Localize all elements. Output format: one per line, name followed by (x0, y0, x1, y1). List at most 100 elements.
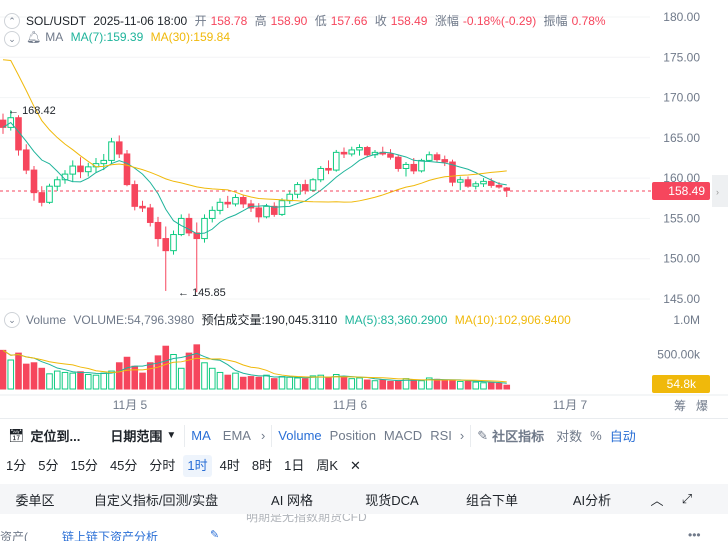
interval-8h[interactable]: 8时 (251, 457, 273, 473)
candle-body (294, 184, 301, 195)
volume-bar (239, 376, 247, 390)
community-indicator-button[interactable]: 社区指标 (492, 429, 545, 444)
candle-body (53, 179, 61, 187)
candle-body (100, 159, 108, 165)
bell-icon: 🔔︎ (26, 30, 42, 44)
candle-body (30, 169, 38, 194)
volume-bar (84, 374, 92, 390)
candle-body (309, 179, 317, 191)
tab-spot-dca[interactable]: 现货DCA (365, 492, 419, 508)
volume-bar (162, 345, 170, 390)
collapse-icon[interactable]: ⌄ (4, 31, 20, 47)
expand-icon[interactable]: ⤢ (681, 491, 693, 506)
indicator-macd[interactable]: MACD (383, 428, 423, 443)
interval-4h[interactable]: 4时 (219, 457, 240, 473)
volume-bar (263, 374, 270, 390)
volume-bar (325, 377, 332, 390)
tab-ai-analysis[interactable]: AI分析 (572, 492, 612, 508)
volume-bar (216, 371, 224, 390)
volume-bar (154, 355, 162, 390)
volume-bar (108, 370, 115, 390)
kline-chart[interactable]: 180.00 175.00 170.00 165.00 160.00 155.00 150.… (0, 0, 728, 418)
candle-body (503, 187, 511, 191)
volume-bar (53, 370, 61, 390)
faded-ticker-text: 明期是无指数期货CFD (246, 514, 367, 524)
date-label: 11月 6 (333, 398, 368, 412)
interval-1d[interactable]: 1日 (284, 457, 305, 473)
indicator-ma[interactable]: MA (191, 428, 211, 443)
volume-bar (77, 371, 84, 390)
chevron-right-icon[interactable]: › (260, 428, 266, 443)
volume-bar (255, 376, 263, 390)
volume-bar (185, 352, 193, 390)
percent-scale-button[interactable]: % (590, 428, 602, 443)
volume-bar (480, 382, 487, 390)
volume-header: Volume VOLUME:54,796.3980 预估成交量:190,045.… (26, 313, 571, 327)
auto-scale-button[interactable]: 自动 (609, 429, 636, 444)
close-icon[interactable]: ✕ (350, 457, 361, 473)
chevron-up-icon[interactable]: ︿ (650, 492, 664, 508)
indicator-volume[interactable]: Volume (278, 428, 322, 443)
tab-custom-indicators[interactable]: 自定义指标/回测/实盘 (93, 492, 219, 508)
interval-15m[interactable]: 15分 (70, 457, 98, 473)
interval-1m[interactable]: 1分 (6, 457, 27, 473)
candle-body (410, 163, 418, 172)
chip-distribution-button[interactable]: 筹 (674, 399, 686, 413)
candle-body (418, 159, 425, 172)
candle-body (464, 179, 472, 187)
interval-1h[interactable]: 1时 (183, 454, 212, 477)
collapse-icon[interactable]: ⌃ (4, 13, 20, 29)
candle-body (340, 151, 348, 155)
volume-bar (139, 372, 146, 390)
volume-bar (193, 344, 201, 390)
interval-45m[interactable]: 45分 (109, 457, 138, 473)
high-marker: ← 168.42 (8, 105, 56, 117)
current-volume-text: 54.8k (667, 377, 697, 391)
tab-ai-grid[interactable]: AI 网格 (271, 492, 313, 508)
current-price-text: 158.49 (668, 184, 705, 198)
volume-bar (348, 378, 356, 390)
volume-bar (425, 377, 433, 390)
edit-icon: ✎ (477, 427, 489, 443)
volume-bar (286, 376, 294, 390)
candle-body (487, 180, 495, 186)
date-range-button[interactable]: 日期范围 ▼ (110, 429, 177, 444)
volume-bar (410, 379, 418, 390)
locate-button[interactable]: 📅︎ 定位到... (8, 427, 81, 445)
volume-bar (487, 382, 495, 390)
volume-bar (146, 362, 154, 390)
tab-orders[interactable]: 委单区 (15, 492, 55, 508)
volume-bar (309, 375, 317, 390)
volume-bar (495, 382, 503, 390)
candle-body (170, 234, 177, 252)
candle-body (154, 221, 162, 240)
interval-1w[interactable]: 周K (316, 457, 339, 473)
collapse-icon[interactable]: ⌄ (4, 312, 20, 328)
candle-body (449, 161, 456, 183)
chevron-right-icon[interactable]: › (459, 428, 465, 443)
asset-analysis-link[interactable]: 链上链下资产分析 (62, 530, 159, 541)
volume-bars (0, 344, 511, 390)
tab-combo-order[interactable]: 组合下单 (465, 492, 518, 508)
interval-timeshare[interactable]: 分时 (149, 457, 176, 473)
volume-bar (7, 359, 15, 390)
candle-body (46, 185, 53, 203)
candle-body (201, 217, 208, 240)
candle-body (394, 156, 402, 169)
volume-bar (294, 377, 301, 390)
volume-bar (100, 372, 108, 390)
candle-body (69, 165, 77, 175)
log-scale-button[interactable]: 对数 (556, 429, 583, 444)
indicator-ema[interactable]: EMA (222, 428, 251, 443)
volume-bar (208, 367, 216, 390)
indicator-rsi[interactable]: RSI (430, 428, 452, 443)
current-volume-tag (652, 375, 710, 393)
price-tick-label: 170.00 (663, 91, 700, 105)
svg-text:← 145.85: ← 145.85 (178, 287, 226, 299)
interval-5m[interactable]: 5分 (38, 457, 59, 473)
indicator-position[interactable]: Position (329, 428, 376, 443)
candle-body (162, 238, 170, 252)
liquidation-button[interactable]: 爆 (696, 399, 708, 413)
volume-bar (356, 377, 363, 390)
volume-ma10-line (2, 349, 507, 383)
